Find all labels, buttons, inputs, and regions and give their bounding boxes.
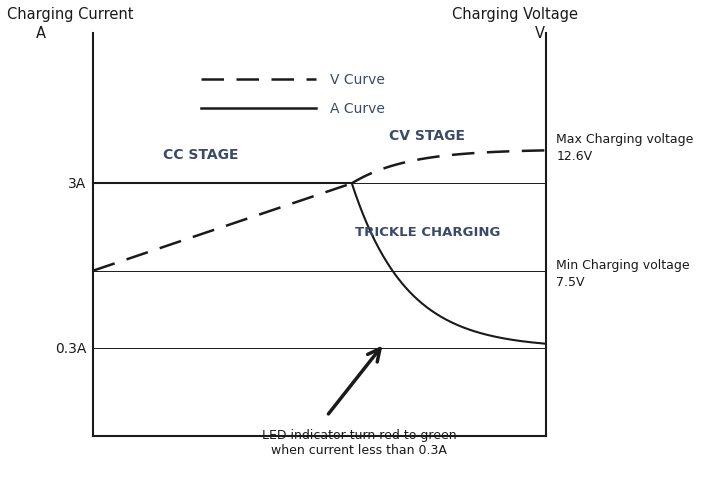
Text: LED indicator turn red to green
when current less than 0.3A: LED indicator turn red to green when cur… — [261, 428, 457, 456]
Text: Min Charging voltage
7.5V: Min Charging voltage 7.5V — [556, 258, 690, 288]
Text: 3A: 3A — [68, 177, 86, 191]
Text: CV STAGE: CV STAGE — [389, 129, 465, 143]
Text: A: A — [36, 26, 46, 41]
Text: Max Charging voltage
12.6V: Max Charging voltage 12.6V — [556, 133, 694, 163]
Text: A Curve: A Curve — [330, 102, 385, 116]
Text: CC STAGE: CC STAGE — [163, 148, 239, 162]
Text: TRICKLE CHARGING: TRICKLE CHARGING — [355, 226, 500, 239]
Text: 0.3A: 0.3A — [55, 342, 86, 355]
Text: Charging Current: Charging Current — [7, 7, 134, 22]
Text: V: V — [535, 26, 545, 41]
Text: Charging Voltage: Charging Voltage — [452, 7, 578, 22]
Text: V Curve: V Curve — [330, 73, 385, 87]
